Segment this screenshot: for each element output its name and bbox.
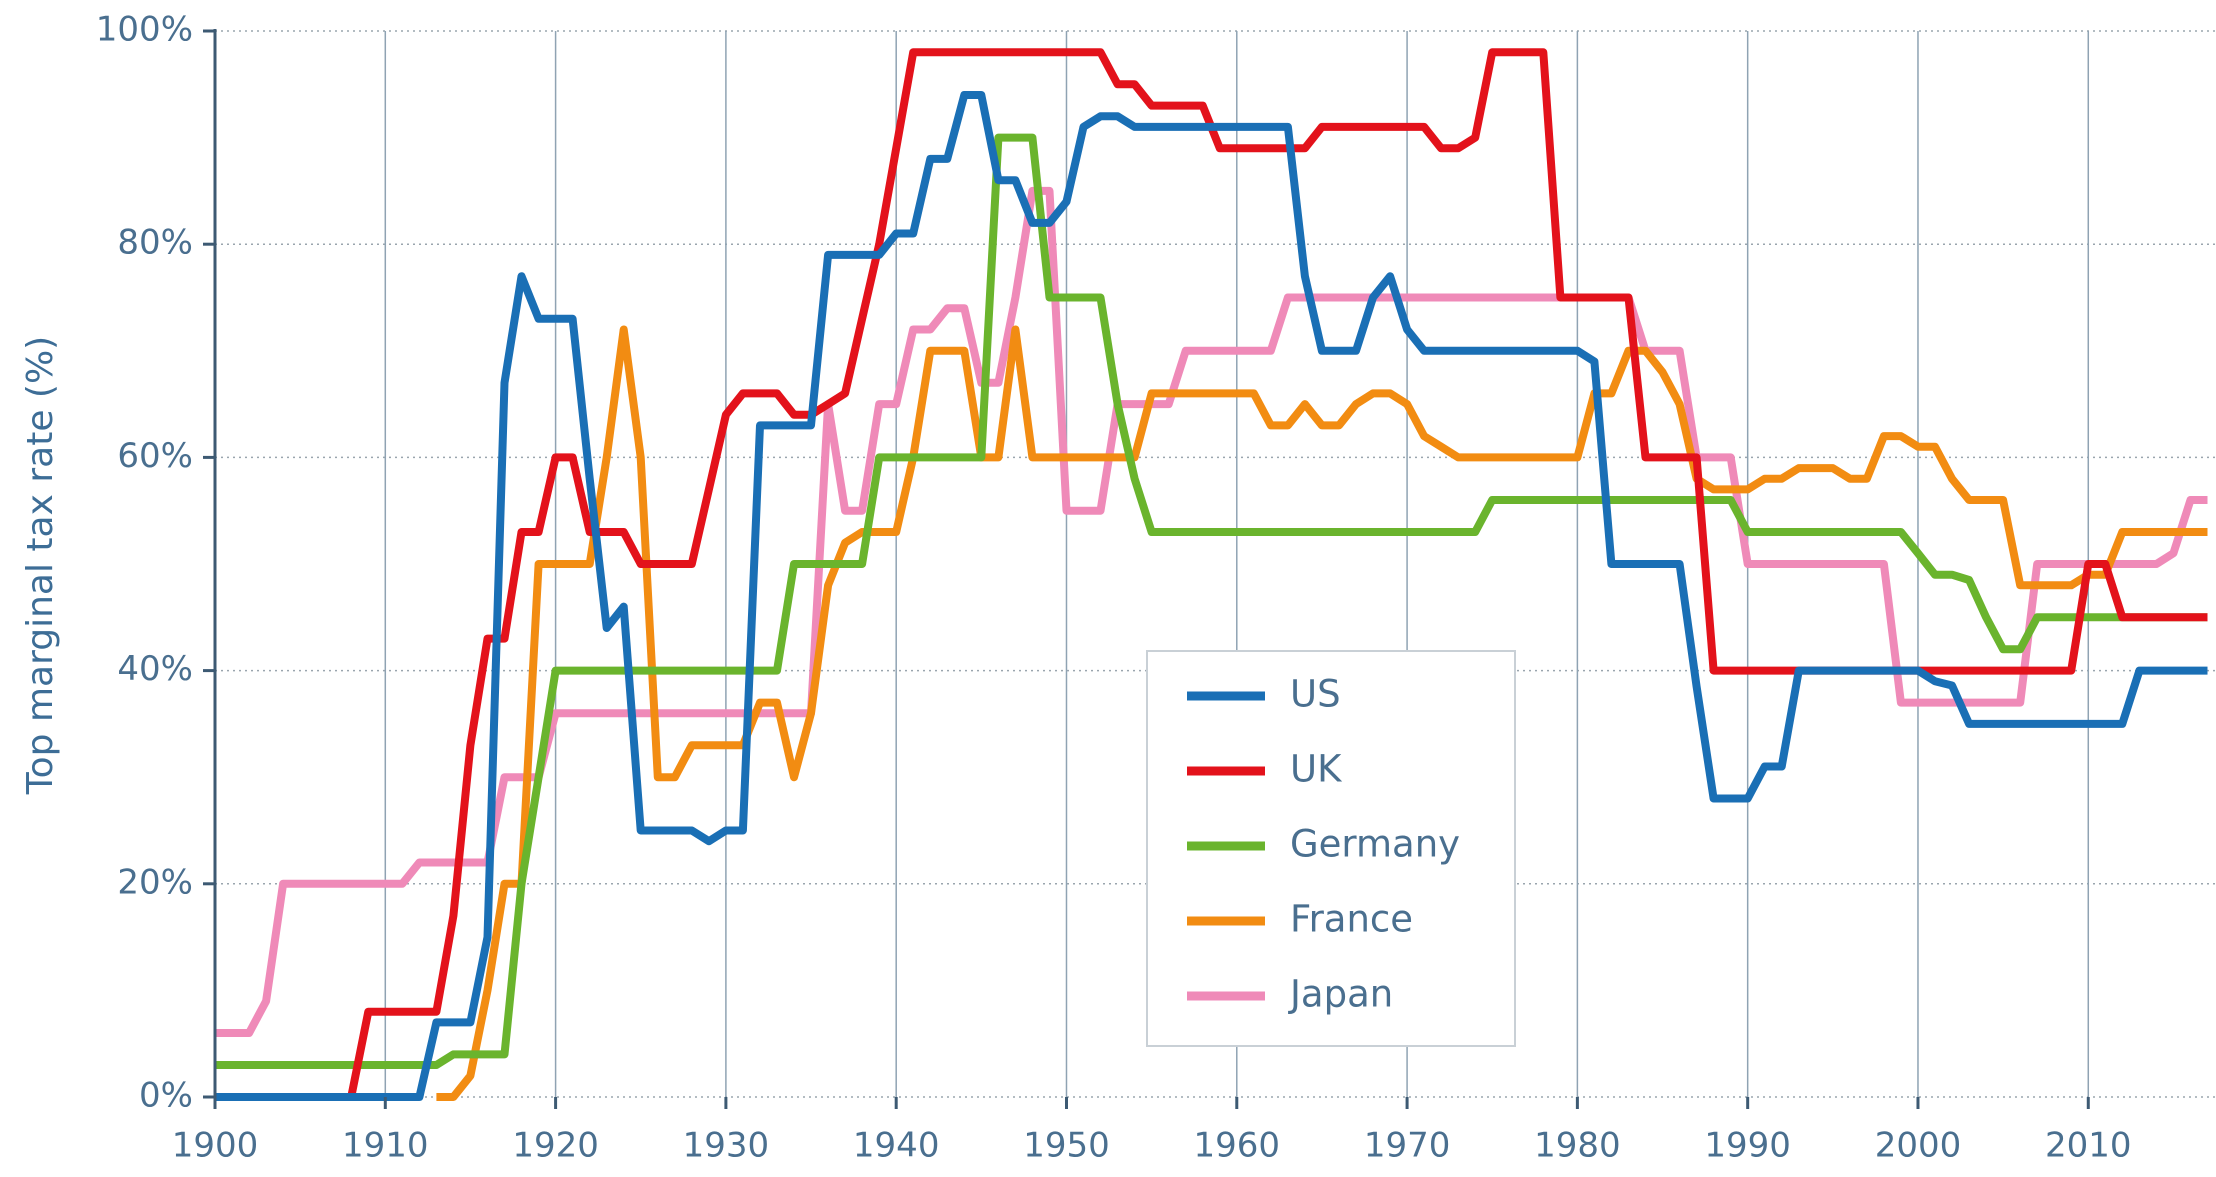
series-line xyxy=(215,133,2208,1069)
x-tick-label: 1930 xyxy=(683,1126,770,1166)
x-tick-label: 1900 xyxy=(172,1126,259,1166)
x-tick-label: 1940 xyxy=(853,1126,940,1166)
x-tick-label: 2010 xyxy=(2045,1126,2132,1166)
legend-label: Germany xyxy=(1290,823,1460,866)
x-tick-label: 1980 xyxy=(1534,1126,1621,1166)
legend-label: France xyxy=(1290,898,1413,941)
legend-label: UK xyxy=(1290,748,1343,791)
y-tick-label: 0% xyxy=(139,1076,193,1116)
x-tick-label: 1910 xyxy=(342,1126,429,1166)
x-tick-label: 1990 xyxy=(1704,1126,1791,1166)
y-tick-label: 100% xyxy=(96,10,193,50)
series-line xyxy=(215,91,2208,1101)
series-line xyxy=(436,325,2208,1101)
x-tick-label: 1920 xyxy=(512,1126,599,1166)
x-tick-label: 1970 xyxy=(1364,1126,1451,1166)
y-axis-label: Top marginal tax rate (%) xyxy=(20,336,61,795)
x-tick-label: 2000 xyxy=(1875,1126,1962,1166)
y-tick-label: 60% xyxy=(117,436,193,476)
x-tick-label: 1950 xyxy=(1023,1126,1110,1166)
legend-label: US xyxy=(1290,673,1341,716)
y-tick-label: 80% xyxy=(117,223,193,263)
legend-label: Japan xyxy=(1288,973,1393,1016)
x-tick-label: 1960 xyxy=(1194,1126,1281,1166)
y-tick-label: 20% xyxy=(117,862,193,902)
y-tick-label: 40% xyxy=(117,649,193,689)
